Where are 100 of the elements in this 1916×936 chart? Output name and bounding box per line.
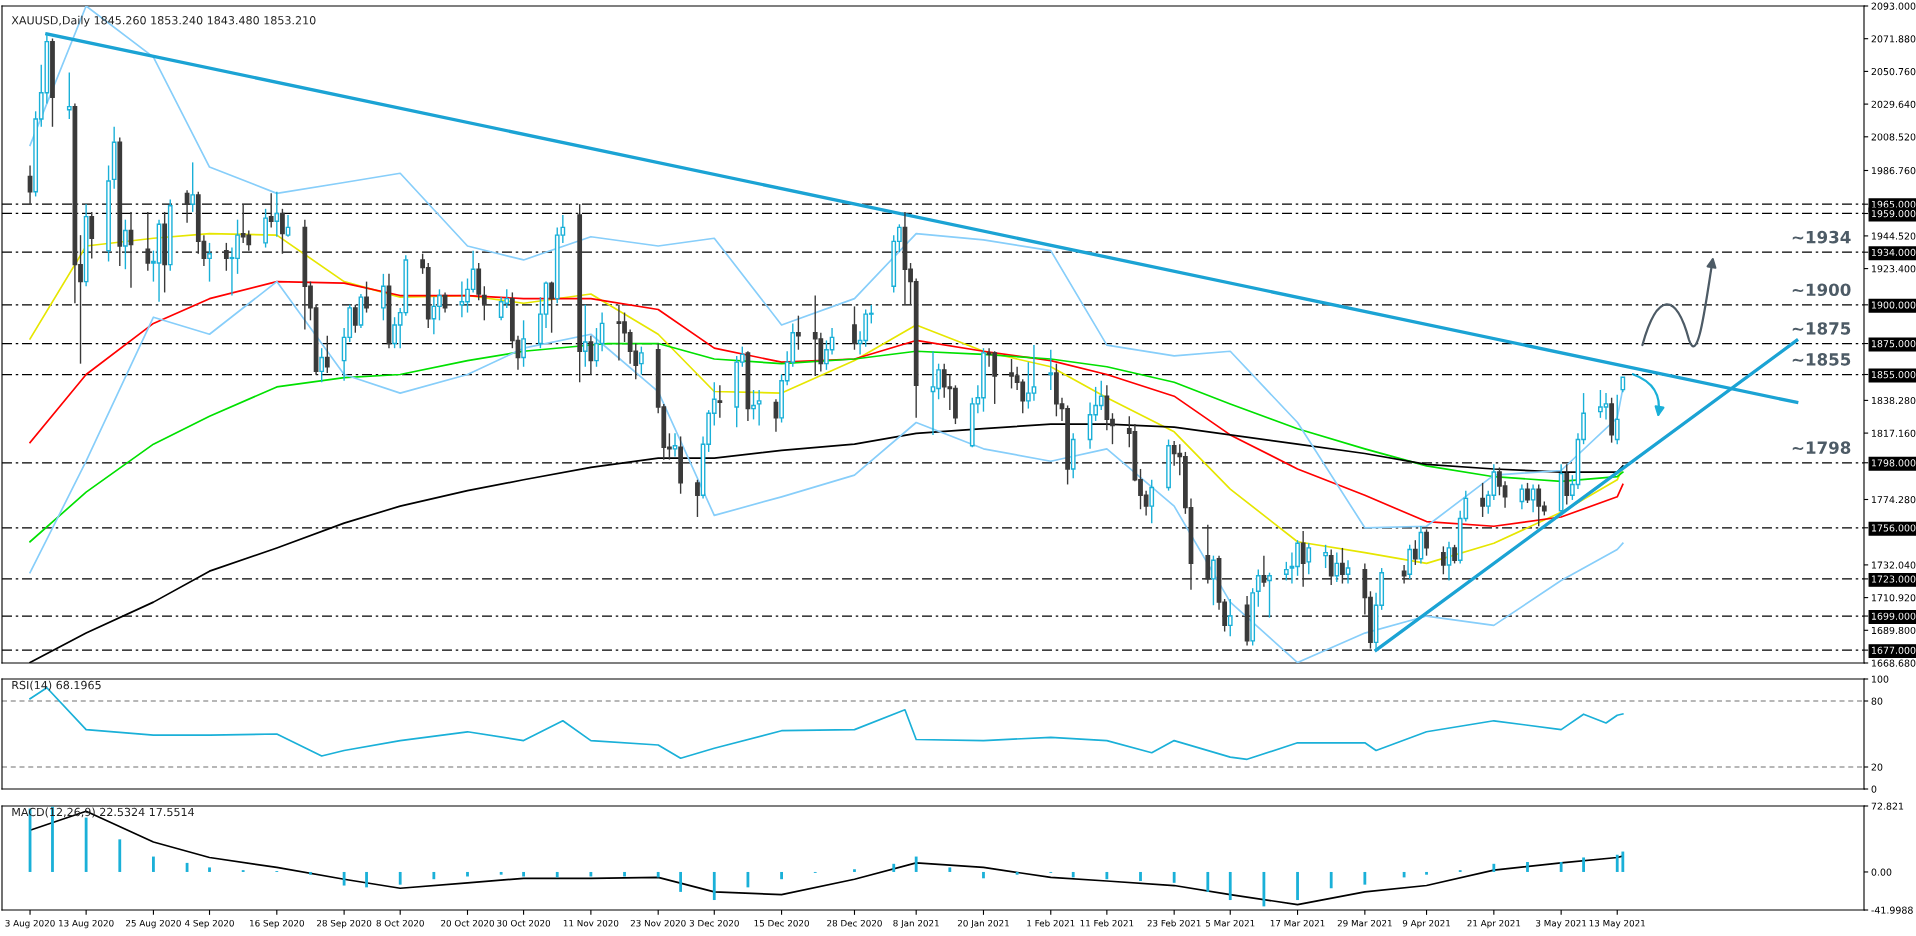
candlestick [1480, 482, 1486, 518]
x-tick-label: 15 Dec 2020 [754, 919, 809, 927]
bar [1621, 851, 1625, 872]
candlestick [638, 345, 644, 376]
y-tick-label: 1668.680 [1871, 659, 1916, 667]
candlestick [1255, 568, 1261, 608]
candlestick [1424, 528, 1429, 557]
candlestick [756, 389, 762, 427]
bar [118, 839, 122, 872]
bar [1296, 871, 1299, 901]
bar [365, 871, 368, 888]
candlestick [1334, 551, 1340, 583]
bar [1228, 871, 1232, 901]
x-tick-label: 30 Oct 2020 [497, 919, 551, 927]
candlestick [1306, 542, 1312, 575]
x-tick-label: 20 Jan 2021 [957, 919, 1009, 929]
ref-line-label: ~1798 [1792, 441, 1851, 454]
x-tick-label: 4 Sep 2020 [184, 919, 234, 929]
candlestick [280, 208, 285, 255]
x-tick-label: 23 Feb 2021 [1147, 919, 1201, 927]
candlestick [582, 304, 588, 368]
y-tick-label: 80 [1871, 697, 1883, 705]
x-tick-label: 13 May 2021 [1589, 919, 1645, 929]
bar [1071, 871, 1075, 878]
y-tick-label: 1855.000 [1871, 371, 1916, 379]
ref-line-label: ~1900 [1792, 283, 1851, 297]
x-tick-label: 23 Nov 2020 [630, 919, 686, 927]
y-tick-label: 1944.520 [1871, 232, 1916, 240]
bar [1363, 871, 1367, 885]
bar [555, 871, 559, 878]
candlestick [481, 285, 487, 322]
candlestick [751, 389, 756, 421]
y-tick-label: 1774.280 [1871, 496, 1916, 504]
y-tick-label: 1677.000 [1871, 646, 1916, 654]
candlestick [1300, 530, 1306, 588]
x-tick-label: 9 Apr 2021 [1402, 919, 1450, 929]
bar [432, 871, 436, 880]
candlestick [1261, 554, 1267, 588]
bar [208, 867, 211, 872]
x-tick-label: 16 Sep 2020 [250, 919, 304, 929]
bar [1172, 871, 1176, 883]
bar [309, 871, 312, 875]
x-tick-label: 1 Feb 2021 [1027, 919, 1075, 927]
candlestick [123, 218, 128, 270]
x-tick-label: 20 Oct 2020 [441, 919, 494, 927]
x-tick-label: 28 Sep 2020 [317, 919, 372, 929]
y-tick-label: 2029.640 [1871, 100, 1916, 108]
candlestick [1614, 393, 1620, 445]
x-tick-label: 5 Mar 2021 [1205, 919, 1255, 927]
y-tick-label: 1689.800 [1871, 626, 1916, 635]
y-tick-label: 2050.760 [1871, 67, 1916, 76]
bar [623, 871, 626, 877]
candlestick [695, 479, 700, 518]
y-tick-label: 1900.000 [1871, 301, 1916, 309]
candlestick [89, 211, 95, 260]
bar [522, 871, 525, 877]
candlestick [1283, 561, 1289, 582]
x-tick-label: 28 Dec 2020 [827, 919, 882, 927]
bar [1526, 862, 1529, 872]
x-tick-label: 3 Dec 2020 [689, 919, 739, 927]
y-tick-label: 1838.280 [1871, 396, 1916, 405]
bar [780, 871, 783, 880]
bar [466, 871, 469, 877]
bar [1139, 871, 1142, 882]
candlestick [380, 273, 386, 322]
candlestick [1452, 544, 1457, 565]
bar [656, 871, 660, 878]
bar [914, 856, 918, 872]
bar [1262, 871, 1266, 907]
x-tick-label: 11 Nov 2020 [563, 919, 619, 927]
candlestick [549, 280, 555, 334]
bar [1329, 871, 1333, 889]
candlestick [364, 280, 369, 314]
candlestick [190, 161, 196, 213]
bar [1492, 863, 1496, 872]
bar [948, 867, 952, 872]
candlestick [274, 191, 280, 238]
candlestick [1530, 483, 1536, 514]
candlestick [223, 242, 229, 272]
candlestick [1328, 548, 1334, 586]
y-tick-label: 1923.400 [1871, 265, 1916, 273]
bar [1105, 871, 1109, 880]
y-tick-label: 1875.000 [1871, 340, 1916, 348]
y-tick-label: 1959.000 [1871, 210, 1916, 218]
candlestick [1345, 559, 1351, 585]
bar [1206, 871, 1210, 892]
candlestick [1211, 554, 1216, 606]
bar [342, 871, 346, 886]
x-tick-label: 3 May 2021 [1536, 919, 1587, 929]
bar [1425, 871, 1428, 875]
bar [84, 817, 88, 872]
line-series [29, 232, 1624, 565]
candlestick [852, 305, 857, 351]
bar [1615, 854, 1619, 872]
candlestick [796, 314, 801, 351]
candlestick [1564, 463, 1570, 506]
x-tick-label: 11 Feb 2021 [1080, 919, 1134, 927]
candlestick [352, 304, 358, 334]
line-series [29, 280, 1624, 663]
candlestick [521, 319, 526, 368]
